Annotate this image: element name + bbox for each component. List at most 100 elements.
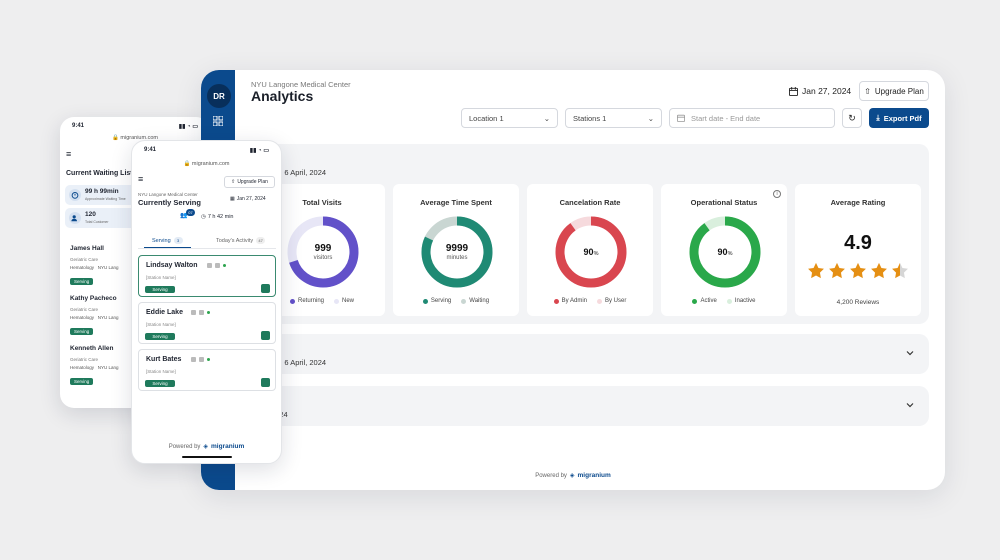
department-row: Hematology NYU Lang — [70, 315, 210, 320]
avatar[interactable]: DR — [207, 84, 231, 108]
location: NYU Lang — [97, 265, 119, 270]
dashboard-icon[interactable] — [213, 116, 223, 126]
chevron-down-icon[interactable] — [905, 348, 915, 358]
tag-icon — [199, 357, 204, 362]
online-indicator — [207, 311, 210, 314]
legend-swatch — [422, 298, 428, 304]
duration-text: 7 h 42 min — [207, 214, 234, 220]
donut-arc — [421, 216, 493, 288]
card-title: Average Time Spent — [420, 198, 492, 207]
brand-logo-icon: ◈ — [203, 444, 209, 450]
legend-label: Active — [700, 298, 717, 304]
analytics-window: DR NYU Langone Medical Center Analytics … — [201, 70, 945, 490]
tab-serving[interactable]: Serving 3 — [144, 237, 191, 248]
reviews-count: 4,200 Reviews — [836, 299, 880, 306]
date-text: Jan 27, 2024 — [802, 86, 852, 96]
serving-card[interactable]: Lindsay Walton [Station Name] Serving — [138, 255, 276, 297]
donut-arc — [287, 216, 359, 288]
calendar-icon — [677, 114, 685, 122]
star-rating — [795, 262, 921, 280]
patient-name: Lindsay Walton — [146, 262, 198, 269]
url-text: migranium.com — [191, 161, 230, 167]
url-text: migranium.com — [120, 135, 158, 141]
star-icon — [871, 262, 887, 279]
online-indicator — [223, 264, 226, 267]
export-pdf-button[interactable]: ⤓ Export Pdf — [869, 108, 929, 128]
visits-unit: visitors — [313, 255, 333, 261]
time-value: 9999 — [445, 243, 469, 254]
list-item[interactable]: James Hall Geriatric Care Hematology NYU… — [70, 245, 210, 288]
chart-legend: Serving Waiting — [393, 298, 519, 304]
date-range-placeholder: Start date - End date — [691, 113, 761, 123]
stations-value: Stations 1 — [573, 113, 607, 123]
chart-legend: Active Inactive — [661, 298, 787, 304]
location-select[interactable]: Location 1 ⌄ — [461, 108, 558, 128]
org-name: NYU Langone Medical Center — [251, 80, 351, 89]
serving-card[interactable]: Eddie Lake [Station Name] Serving — [138, 302, 276, 344]
action-icon[interactable] — [261, 331, 270, 340]
upgrade-icon: ⇧ — [231, 179, 236, 185]
date-text: Jan 27, 2024 — [236, 196, 266, 202]
tab-count: 47 — [256, 237, 266, 244]
status-badge: Serving — [70, 378, 94, 385]
location-value: Location 1 — [469, 113, 504, 123]
star-icon — [808, 262, 824, 279]
action-icon[interactable] — [261, 378, 270, 387]
chevron-down-icon: ⌄ — [647, 113, 654, 123]
legend-swatch — [692, 298, 698, 304]
details-section[interactable]: ls ril, 2024 — [251, 386, 929, 426]
donut-arc — [689, 216, 761, 288]
visits-donut — [287, 216, 359, 288]
org-name: NYU Langone Medical Center — [138, 192, 198, 197]
legend-label: New — [342, 298, 355, 304]
average-rating-card: Average Rating 4.9 4,200 Reviews — [795, 184, 921, 316]
menu-icon[interactable]: ≡ — [66, 149, 72, 159]
legend-label: Serving — [430, 298, 452, 304]
station-name: [Station Name] — [146, 369, 176, 374]
patient-name: Kurt Bates — [146, 356, 182, 363]
legend-swatch — [461, 298, 467, 304]
menu-icon[interactable]: ≡ — [138, 174, 144, 184]
operational-status-card: i Operational Status 90% Active Inactive — [661, 184, 787, 316]
chevron-down-icon[interactable] — [905, 400, 915, 410]
date-range-input[interactable]: Start date - End date — [669, 108, 835, 128]
upgrade-plan-button[interactable]: ⇧ Upgrade Plan — [224, 176, 275, 188]
people-icon: 👥 — [180, 213, 188, 219]
stat-value: 120 — [85, 211, 96, 218]
calendar-icon — [789, 86, 798, 96]
info-icon[interactable]: i — [773, 190, 781, 198]
action-icon[interactable] — [261, 284, 270, 293]
dept: Hematology — [70, 265, 95, 270]
legend-item: Serving — [422, 298, 452, 304]
station-name: [Station Name] — [146, 275, 176, 280]
note-icon — [191, 357, 196, 362]
tab-count: 3 — [173, 237, 183, 244]
legend-label: Returning — [297, 298, 324, 304]
status-badge: Serving — [145, 380, 175, 387]
tab-todays-activity[interactable]: Today's Activity 47 — [216, 237, 266, 244]
tab-label: Today's Activity — [216, 237, 254, 244]
analytics-section[interactable]: tics 2024 - 6 April, 2024 — [251, 334, 929, 374]
duration: ◷ 7 h 42 min — [201, 214, 234, 220]
tag-icon — [199, 310, 204, 315]
status-donut — [689, 216, 761, 288]
powered-by: Powered by ◈ migranium — [132, 443, 281, 450]
url-bar[interactable]: 🔒 migranium.com — [183, 161, 230, 167]
refresh-button[interactable]: ↻ — [842, 108, 862, 128]
url-bar[interactable]: 🔒 migranium.com — [112, 135, 158, 141]
list-item[interactable]: Kenneth Allen Geriatric Care Hematology … — [70, 345, 210, 388]
current-date: Jan 27, 2024 — [789, 86, 851, 96]
note-icon — [207, 263, 212, 268]
tab-label: Serving — [152, 237, 171, 244]
status-badge: Serving — [70, 328, 94, 335]
stations-select[interactable]: Stations 1 ⌄ — [565, 108, 662, 128]
summary-section: nary 2024 - 6 April, 2024 Total Visits 9… — [251, 144, 929, 324]
current-date: ▦ Jan 27, 2024 — [230, 196, 266, 202]
legend-item: Active — [692, 298, 717, 304]
dept: Hematology — [70, 365, 95, 370]
upgrade-plan-button[interactable]: ⇧ Upgrade Plan — [859, 81, 929, 101]
legend-label: Waiting — [469, 298, 490, 304]
serving-card[interactable]: Kurt Bates [Station Name] Serving — [138, 349, 276, 391]
list-item[interactable]: Kathy Pacheco Geriatric Care Hematology … — [70, 295, 210, 338]
calendar-icon: ▦ — [230, 196, 235, 202]
